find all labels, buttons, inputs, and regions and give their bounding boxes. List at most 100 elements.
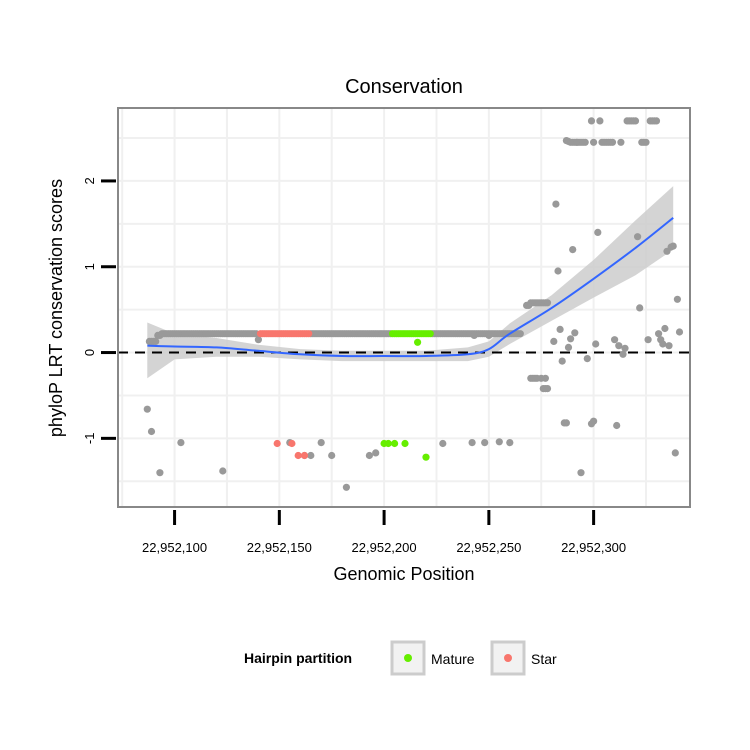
x-tick-label: 22,952,150 bbox=[247, 540, 312, 555]
point-other bbox=[567, 335, 575, 343]
legend-marker-star bbox=[504, 654, 512, 662]
point-other bbox=[543, 385, 552, 393]
point-other bbox=[608, 138, 617, 146]
x-axis: 22,952,100 22,952,150 22,952,200 22,952,250… bbox=[142, 510, 626, 555]
x-axis-label: Genomic Position bbox=[333, 564, 474, 584]
point-other bbox=[152, 337, 160, 345]
point-mature bbox=[414, 338, 422, 346]
x-tick-label: 22,952,250 bbox=[456, 540, 521, 555]
point-mature bbox=[391, 439, 399, 448]
point-other bbox=[328, 451, 336, 460]
point-other bbox=[621, 344, 629, 352]
point-other bbox=[571, 329, 579, 337]
point-other bbox=[495, 438, 503, 446]
point-other bbox=[562, 419, 571, 427]
point-mature bbox=[422, 453, 430, 461]
smooth-curve bbox=[147, 217, 674, 358]
point-other bbox=[659, 340, 667, 348]
point-star bbox=[305, 330, 313, 338]
point-other bbox=[550, 337, 558, 345]
point-other bbox=[470, 331, 478, 339]
point-other bbox=[219, 467, 227, 475]
chart-title: Conservation bbox=[345, 76, 463, 98]
point-other bbox=[655, 330, 663, 338]
point-other bbox=[558, 357, 566, 365]
point-star bbox=[294, 451, 302, 460]
point-other bbox=[577, 469, 585, 477]
point-other bbox=[147, 427, 156, 436]
point-star bbox=[273, 439, 281, 448]
point-other bbox=[642, 138, 650, 146]
point-mature bbox=[401, 439, 409, 448]
point-other bbox=[611, 336, 619, 344]
point-other bbox=[554, 267, 562, 275]
data-points bbox=[143, 117, 684, 491]
confidence-ribbon bbox=[147, 186, 674, 379]
point-other bbox=[671, 449, 679, 457]
y-tick-label: 2 bbox=[82, 177, 97, 184]
point-other bbox=[613, 421, 621, 430]
point-other bbox=[587, 420, 596, 428]
point-other bbox=[634, 233, 642, 241]
panel-border-rect bbox=[117, 107, 691, 508]
point-other bbox=[317, 439, 325, 447]
point-other bbox=[143, 405, 151, 413]
point-other bbox=[485, 331, 493, 339]
point-other bbox=[590, 138, 598, 146]
point-other bbox=[669, 242, 677, 250]
point-other bbox=[156, 469, 164, 477]
point-other bbox=[675, 328, 684, 336]
grid-lines bbox=[118, 108, 690, 507]
point-other bbox=[254, 336, 262, 344]
x-tick-label: 22,952,200 bbox=[352, 540, 417, 555]
y-axis-label: phyloP LRT conservation scores bbox=[46, 179, 66, 437]
point-other bbox=[596, 117, 604, 125]
point-other bbox=[516, 330, 524, 338]
point-other bbox=[564, 343, 573, 351]
point-other bbox=[372, 449, 380, 457]
plot-panel bbox=[118, 108, 690, 507]
legend: Hairpin partition Mature Star bbox=[244, 640, 557, 676]
point-other bbox=[543, 299, 552, 307]
point-other bbox=[468, 439, 476, 447]
legend-label-mature: Mature bbox=[431, 651, 475, 667]
point-other bbox=[615, 342, 623, 350]
confidence-band bbox=[147, 186, 674, 379]
point-other bbox=[661, 324, 669, 333]
point-mature bbox=[384, 439, 392, 448]
point-other bbox=[583, 355, 591, 363]
point-other bbox=[541, 374, 550, 382]
point-other bbox=[365, 451, 373, 460]
x-tick-label: 22,952,300 bbox=[561, 540, 626, 555]
point-other bbox=[307, 451, 315, 460]
x-tick-label: 22,952,100 bbox=[142, 540, 207, 555]
panel-background bbox=[118, 108, 690, 507]
point-mature bbox=[426, 330, 434, 338]
y-tick-label: 1 bbox=[82, 263, 97, 270]
point-other bbox=[587, 117, 596, 125]
point-other bbox=[342, 483, 350, 491]
point-other bbox=[481, 439, 489, 447]
point-other bbox=[594, 228, 602, 236]
legend-label-star: Star bbox=[531, 651, 557, 667]
point-other bbox=[439, 439, 447, 448]
point-other bbox=[569, 246, 577, 254]
y-tick-label: 0 bbox=[82, 349, 97, 356]
point-star bbox=[300, 451, 309, 460]
point-other bbox=[177, 439, 185, 447]
y-tick-label: -1 bbox=[82, 433, 97, 445]
point-other bbox=[617, 138, 625, 146]
point-other bbox=[619, 350, 627, 358]
y-axis: -1 0 1 2 bbox=[82, 177, 116, 444]
point-other bbox=[631, 117, 640, 125]
point-star bbox=[288, 439, 296, 448]
panel-border bbox=[117, 107, 691, 508]
legend-title: Hairpin partition bbox=[244, 650, 352, 666]
point-other bbox=[556, 325, 564, 333]
point-other bbox=[552, 200, 560, 208]
legend-marker-mature bbox=[404, 654, 412, 662]
point-other bbox=[636, 304, 644, 312]
point-other bbox=[665, 342, 673, 350]
point-other bbox=[592, 340, 600, 348]
